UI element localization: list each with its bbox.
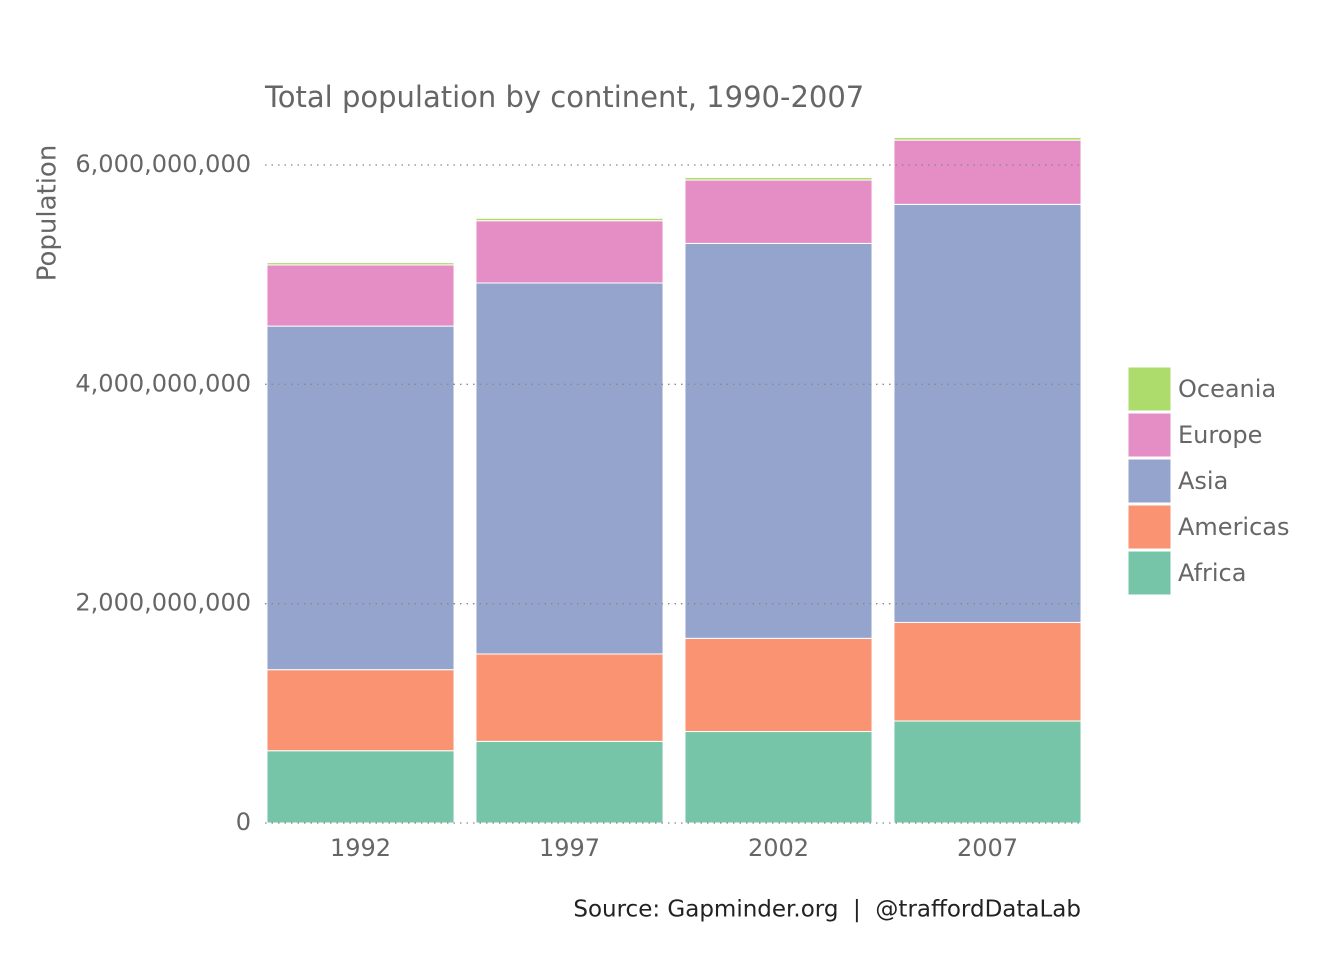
bar-segment <box>475 220 664 284</box>
bar-segment <box>266 750 455 824</box>
y-tick-label: 2,000,000,000 <box>75 589 251 617</box>
bar-segment <box>893 720 1082 824</box>
bar-segment <box>684 242 873 639</box>
bar-segment <box>684 637 873 733</box>
legend-label: Africa <box>1178 559 1246 587</box>
bar-segment <box>684 731 873 824</box>
legend-key <box>1127 412 1172 458</box>
bar-segment <box>475 653 664 742</box>
bar-segment <box>684 179 873 244</box>
bar-segment <box>893 139 1082 205</box>
bar-segment <box>475 282 664 655</box>
bar-segment <box>893 621 1082 722</box>
legend-label: Asia <box>1178 467 1228 495</box>
legend-key <box>1127 504 1172 550</box>
bar-segment <box>475 217 664 222</box>
x-tick-label: 1992 <box>330 834 391 862</box>
bar-segment <box>475 740 664 824</box>
bar-segment <box>684 176 873 181</box>
x-tick-label: 2007 <box>957 834 1018 862</box>
y-tick-label: 4,000,000,000 <box>75 369 251 397</box>
y-axis-label: Population <box>33 145 63 282</box>
bar-segment <box>266 669 455 752</box>
bar-segment <box>266 325 455 671</box>
source: Source: Gapminder.org | @traffordDataLab <box>573 897 1081 923</box>
legend-key <box>1127 550 1172 596</box>
x-tick-label: 2002 <box>748 834 809 862</box>
bar-segment <box>893 203 1082 623</box>
y-tick-label: 0 <box>236 808 251 836</box>
bar-segment <box>266 262 455 266</box>
bar-segment <box>893 136 1082 141</box>
legend-key <box>1127 458 1172 504</box>
legend-label: Americas <box>1178 513 1290 541</box>
legend-key <box>1127 366 1172 412</box>
chart-title: Total population by continent, 1990-2007 <box>264 80 864 114</box>
legend-label: Europe <box>1178 421 1262 449</box>
bar-segment <box>266 264 455 327</box>
legend-label: Oceania <box>1178 375 1276 403</box>
x-tick-label: 1997 <box>539 834 600 862</box>
y-tick-label: 6,000,000,000 <box>75 150 251 178</box>
